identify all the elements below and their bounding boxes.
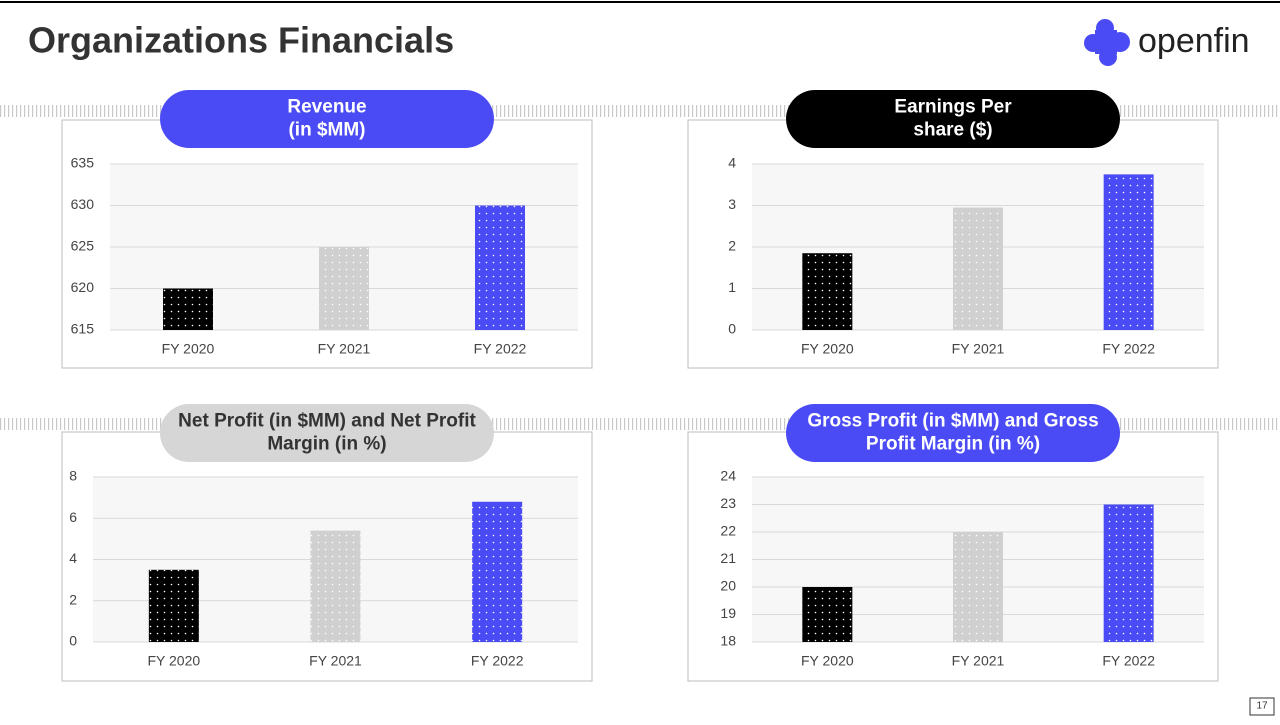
bar [310, 530, 361, 642]
bar [1103, 504, 1154, 642]
x-tick-label: FY 2022 [1102, 341, 1155, 357]
x-tick-label: FY 2021 [952, 341, 1005, 357]
chart-title: share ($) [913, 120, 992, 141]
y-tick-label: 1 [728, 279, 736, 295]
chart-title-pill [160, 404, 494, 462]
y-tick-label: 4 [728, 155, 736, 171]
y-tick-label: 615 [71, 321, 95, 337]
x-tick-label: FY 2021 [952, 653, 1005, 669]
bar [319, 247, 369, 330]
chart-title: Revenue [287, 97, 366, 118]
y-tick-label: 625 [71, 238, 95, 254]
y-tick-label: 19 [720, 605, 736, 621]
chart-title-pill [786, 404, 1120, 462]
bar [953, 532, 1003, 642]
chart-title: Earnings Per [894, 97, 1012, 118]
y-tick-label: 21 [720, 550, 736, 566]
logo-text: openfin [1138, 22, 1250, 60]
x-tick-label: FY 2020 [801, 341, 854, 357]
x-tick-label: FY 2022 [1102, 653, 1155, 669]
bar [472, 501, 523, 642]
y-tick-label: 0 [69, 633, 77, 649]
y-tick-label: 2 [728, 238, 736, 254]
y-tick-label: 6 [69, 509, 77, 525]
x-tick-label: FY 2020 [801, 653, 854, 669]
chart-title-pill [160, 90, 494, 148]
chart-title: Gross Profit (in $MM) and Gross [807, 411, 1098, 432]
chart-title: Margin (in %) [267, 434, 386, 455]
y-tick-label: 3 [728, 196, 736, 212]
y-tick-label: 8 [69, 468, 77, 484]
page-title: Organizations Financials [28, 20, 454, 61]
y-tick-label: 620 [71, 279, 95, 295]
x-tick-label: FY 2021 [309, 653, 362, 669]
y-tick-label: 2 [69, 591, 77, 607]
x-tick-label: FY 2022 [474, 341, 527, 357]
logo-icon [1084, 19, 1130, 66]
y-tick-label: 22 [720, 523, 736, 539]
bar [475, 205, 525, 330]
chart-title: Profit Margin (in %) [866, 434, 1040, 455]
y-tick-label: 23 [720, 495, 736, 511]
y-tick-label: 635 [71, 155, 95, 171]
y-tick-label: 0 [728, 321, 736, 337]
chart-title: (in $MM) [288, 120, 365, 141]
bar [148, 569, 199, 642]
bar [802, 587, 853, 642]
y-tick-label: 630 [71, 196, 95, 212]
x-tick-label: FY 2021 [318, 341, 371, 357]
chart-title-pill [786, 90, 1120, 148]
bar [163, 288, 213, 330]
bar [953, 207, 1003, 330]
page-number: 17 [1256, 701, 1268, 712]
y-tick-label: 24 [720, 468, 736, 484]
y-tick-label: 18 [720, 633, 736, 649]
x-tick-label: FY 2022 [471, 653, 524, 669]
y-tick-label: 20 [720, 578, 736, 594]
bar [1103, 174, 1154, 330]
page-number-box [1249, 697, 1275, 716]
y-tick-label: 4 [69, 550, 77, 566]
x-tick-label: FY 2020 [147, 653, 200, 669]
chart-title: Net Profit (in $MM) and Net Profit [178, 411, 476, 432]
x-tick-label: FY 2020 [162, 341, 215, 357]
bar [802, 253, 853, 330]
